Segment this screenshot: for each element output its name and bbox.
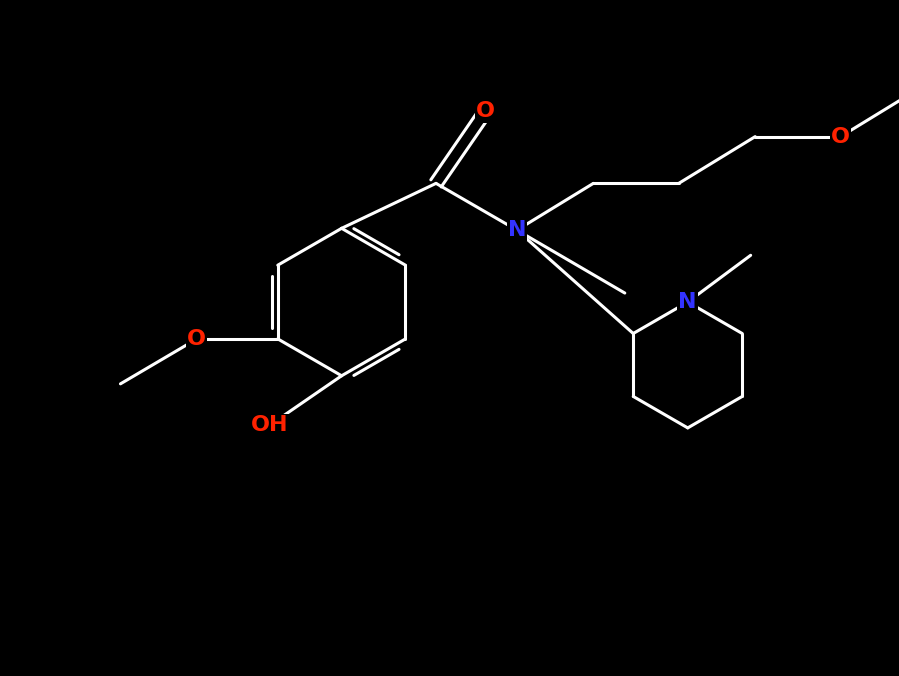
Text: OH: OH — [251, 415, 289, 435]
Text: O: O — [831, 126, 850, 147]
Text: N: N — [508, 220, 526, 240]
Text: O: O — [187, 329, 207, 349]
Text: N: N — [679, 292, 697, 312]
Text: O: O — [476, 101, 495, 122]
